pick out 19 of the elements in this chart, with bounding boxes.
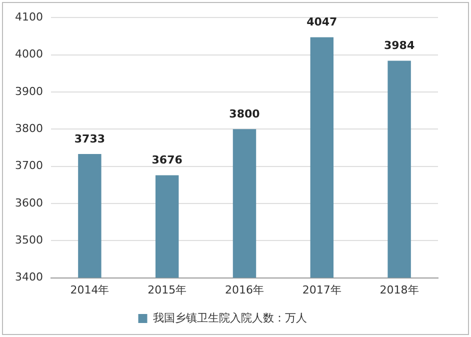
y-tick-label: 3600: [14, 196, 43, 210]
y-tick-label: 3900: [14, 84, 43, 98]
data-label: 3984: [384, 39, 415, 52]
y-tick-label: 3500: [14, 233, 43, 246]
x-tick-label: 2016年: [224, 283, 264, 296]
x-tick-label: 2014年: [70, 283, 110, 296]
data-label: 3676: [152, 154, 183, 167]
data-label: 3800: [229, 107, 260, 120]
legend-label: 我国乡镇卫生院入院人数：万人: [152, 311, 307, 324]
data-label: 3733: [74, 132, 106, 146]
x-tick-label: 2018年: [380, 283, 419, 296]
x-tick-label: 2015年: [148, 283, 187, 296]
y-tick-label: 3800: [14, 122, 43, 135]
y-tick-label: 4100: [14, 10, 43, 24]
x-tick-label: 2017年: [302, 283, 342, 296]
data-label: 4047: [306, 16, 338, 29]
y-tick-label: 3400: [14, 270, 43, 284]
y-tick-label: 4000: [14, 48, 43, 61]
y-tick-label: 3700: [14, 159, 43, 172]
